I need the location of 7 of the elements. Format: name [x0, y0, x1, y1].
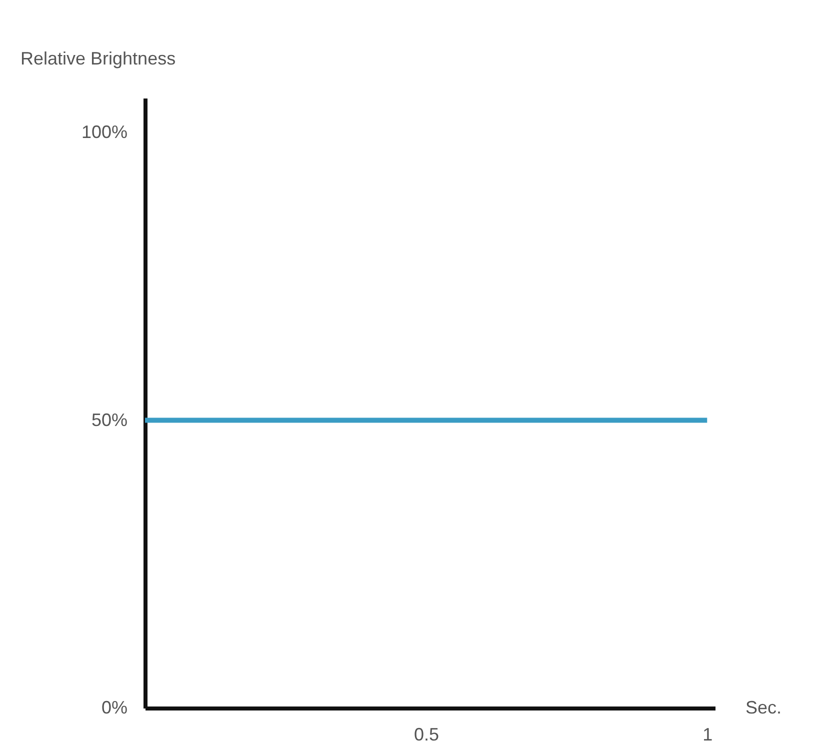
y-tick-label: 100%	[81, 122, 128, 142]
y-tick-label: 50%	[91, 410, 128, 430]
x-axis-title: Sec.	[746, 698, 782, 718]
x-tick-label: 1	[702, 724, 713, 744]
x-tick-label: 0.5	[414, 724, 440, 744]
y-axis-title: Relative Brightness	[20, 48, 176, 68]
y-tick-label: 0%	[101, 698, 128, 718]
